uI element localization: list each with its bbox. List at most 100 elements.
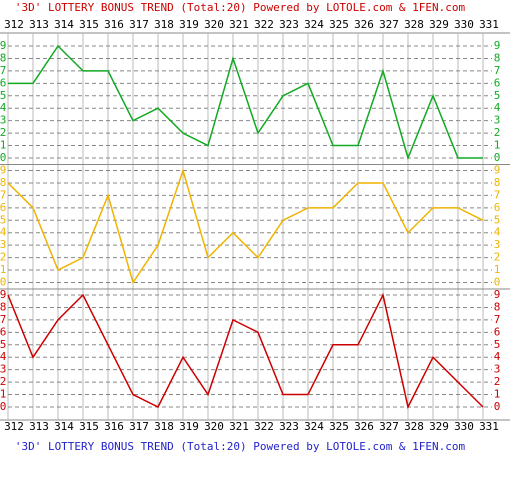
- y-tick-label: 2: [0, 375, 6, 388]
- y-tick-label: 7: [494, 64, 501, 77]
- y-tick-label: 2: [0, 251, 6, 264]
- x-tick-label: 326: [354, 18, 374, 31]
- x-tick-label: 325: [329, 420, 349, 433]
- y-tick-label: 5: [0, 89, 6, 102]
- y-tick-label: 7: [494, 188, 501, 201]
- y-tick-label: 5: [494, 338, 501, 351]
- y-tick-label: 8: [494, 51, 501, 64]
- y-tick-label: 5: [494, 213, 501, 226]
- x-tick-label: 312: [4, 420, 24, 433]
- x-tick-label: 331: [479, 18, 499, 31]
- y-tick-label: 1: [494, 388, 501, 401]
- y-tick-label: 5: [494, 89, 501, 102]
- chart-title-bottom: '3D' LOTTERY BONUS TREND (Total:20) Powe…: [15, 440, 466, 453]
- x-tick-label: 323: [279, 420, 299, 433]
- y-tick-label: 3: [0, 238, 6, 251]
- y-tick-label: 3: [494, 238, 501, 251]
- x-tick-label: 321: [229, 18, 249, 31]
- x-tick-label: 315: [79, 18, 99, 31]
- x-tick-label: 316: [104, 18, 124, 31]
- y-tick-label: 2: [494, 251, 501, 264]
- x-tick-label: 318: [154, 420, 174, 433]
- x-tick-label: 313: [29, 420, 49, 433]
- y-tick-label: 6: [0, 201, 6, 214]
- x-tick-label: 329: [429, 18, 449, 31]
- x-tick-label: 314: [54, 420, 74, 433]
- y-tick-label: 7: [0, 313, 6, 326]
- y-tick-label: 6: [0, 76, 6, 89]
- y-tick-label: 1: [0, 388, 6, 401]
- x-tick-label: 327: [379, 18, 399, 31]
- y-tick-label: 4: [0, 101, 7, 114]
- x-tick-label: 322: [254, 420, 274, 433]
- x-tick-label: 320: [204, 18, 224, 31]
- x-tick-label: 314: [54, 18, 74, 31]
- x-tick-label: 330: [454, 18, 474, 31]
- trend-line: [8, 44, 483, 161]
- x-tick-label: 319: [179, 420, 199, 433]
- x-tick-label: 318: [154, 18, 174, 31]
- y-tick-label: 0: [0, 151, 6, 164]
- y-tick-label: 0: [0, 276, 6, 289]
- y-tick-label: 6: [0, 325, 6, 338]
- y-tick-label: 3: [0, 363, 6, 376]
- x-tick-label: 319: [179, 18, 199, 31]
- y-tick-label: 8: [0, 300, 6, 313]
- x-tick-label: 317: [129, 420, 149, 433]
- y-tick-label: 8: [494, 176, 501, 189]
- y-tick-label: 1: [0, 263, 6, 276]
- y-tick-label: 0: [0, 400, 6, 413]
- y-tick-label: 7: [0, 64, 6, 77]
- x-tick-label: 331: [479, 420, 499, 433]
- y-tick-label: 4: [0, 226, 7, 239]
- x-tick-label: 329: [429, 420, 449, 433]
- y-tick-label: 7: [494, 313, 501, 326]
- y-tick-label: 9: [494, 164, 501, 177]
- x-tick-label: 327: [379, 420, 399, 433]
- x-tick-label: 328: [404, 18, 424, 31]
- y-tick-label: 9: [494, 288, 501, 301]
- y-tick-label: 9: [0, 288, 6, 301]
- x-tick-label: 324: [304, 18, 324, 31]
- y-tick-label: 8: [0, 176, 6, 189]
- x-tick-label: 320: [204, 420, 224, 433]
- y-tick-label: 6: [494, 201, 501, 214]
- y-tick-label: 3: [494, 363, 501, 376]
- y-tick-label: 2: [494, 375, 501, 388]
- x-tick-label: 321: [229, 420, 249, 433]
- y-tick-label: 8: [0, 51, 6, 64]
- x-tick-label: 330: [454, 420, 474, 433]
- y-tick-label: 0: [494, 151, 501, 164]
- y-tick-label: 4: [494, 101, 501, 114]
- y-tick-label: 9: [0, 164, 6, 177]
- x-tick-label: 326: [354, 420, 374, 433]
- y-tick-label: 1: [0, 139, 6, 152]
- y-tick-label: 6: [494, 76, 501, 89]
- y-tick-label: 5: [0, 338, 6, 351]
- y-tick-label: 3: [494, 114, 501, 127]
- y-tick-label: 0: [494, 276, 501, 289]
- y-tick-label: 7: [0, 188, 6, 201]
- y-tick-label: 3: [0, 114, 6, 127]
- x-tick-label: 317: [129, 18, 149, 31]
- y-tick-label: 1: [494, 139, 501, 152]
- y-tick-label: 2: [494, 126, 501, 139]
- x-tick-label: 315: [79, 420, 99, 433]
- y-tick-label: 2: [0, 126, 6, 139]
- x-tick-label: 323: [279, 18, 299, 31]
- y-tick-label: 5: [0, 213, 6, 226]
- x-tick-label: 316: [104, 420, 124, 433]
- y-tick-label: 4: [0, 350, 7, 363]
- trend-line: [7, 292, 484, 410]
- x-tick-label: 313: [29, 18, 49, 31]
- y-tick-label: 4: [494, 226, 501, 239]
- y-tick-label: 8: [494, 300, 501, 313]
- trend-line: [7, 167, 484, 285]
- y-tick-label: 9: [494, 39, 501, 52]
- y-tick-label: 6: [494, 325, 501, 338]
- x-tick-label: 325: [329, 18, 349, 31]
- y-tick-label: 4: [494, 350, 501, 363]
- chart-title: '3D' LOTTERY BONUS TREND (Total:20) Powe…: [15, 1, 466, 14]
- x-tick-label: 312: [4, 18, 24, 31]
